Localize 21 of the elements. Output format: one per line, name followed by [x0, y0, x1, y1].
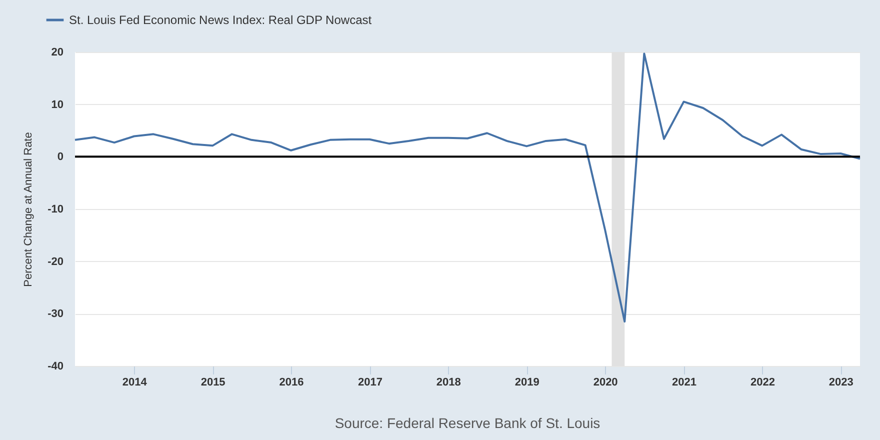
y-tick-label: -30 — [48, 308, 64, 320]
y-tick-label: -10 — [48, 204, 64, 216]
y-tick-label: 0 — [57, 151, 64, 164]
x-tick-label: 2023 — [828, 376, 854, 388]
legend-label: St. Louis Fed Economic News Index: Real GDP Nowcast — [69, 13, 372, 27]
x-tick-label: 2022 — [750, 376, 775, 388]
x-tick-label: 2016 — [279, 376, 304, 388]
x-tick-label: 2014 — [122, 376, 148, 388]
y-tick-label: -20 — [48, 256, 64, 268]
x-tick-label: 2018 — [436, 376, 461, 388]
y-tick-label: -40 — [48, 360, 64, 372]
y-axis-title: Percent Change at Annual Rate — [22, 132, 35, 287]
x-tick-label: 2015 — [200, 376, 226, 388]
x-tick-label: 2021 — [672, 376, 696, 388]
x-tick-label: 2017 — [358, 376, 382, 388]
x-tick-label: 2019 — [514, 376, 540, 388]
y-tick-label: 10 — [51, 98, 64, 111]
source-note: Source: Federal Reserve Bank of St. Louis — [334, 415, 600, 431]
line-series — [74, 52, 861, 323]
y-tick-label: 20 — [51, 46, 64, 58]
x-tick-label: 2020 — [593, 376, 618, 388]
